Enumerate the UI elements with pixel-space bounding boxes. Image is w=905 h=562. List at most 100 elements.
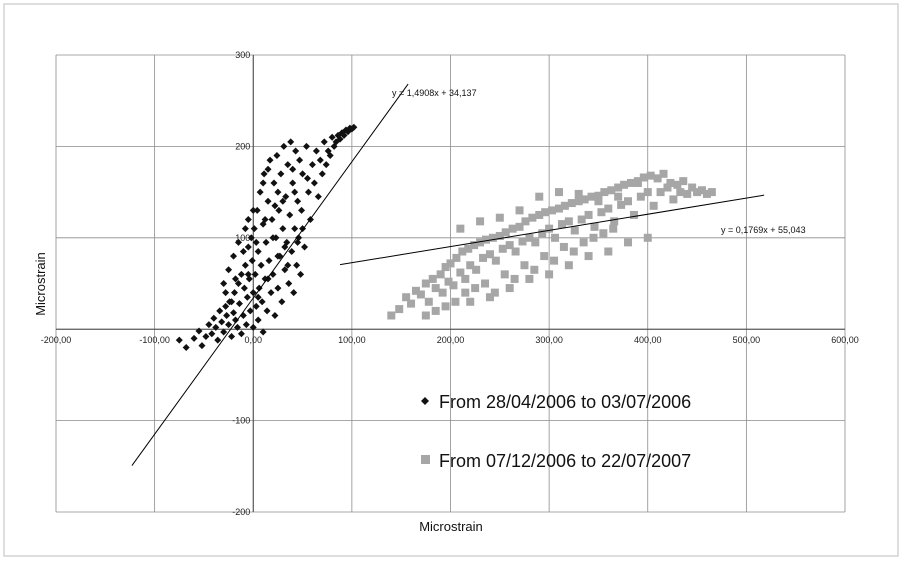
data-point-square — [481, 279, 490, 288]
legend-label-series-2: From 07/12/2006 to 22/07/2007 — [439, 451, 691, 471]
data-point-diamond — [282, 193, 290, 201]
data-point-diamond — [275, 206, 283, 214]
data-point-square — [449, 281, 458, 290]
data-point-square — [428, 274, 437, 283]
data-point-diamond — [279, 197, 287, 205]
data-point-square — [567, 199, 576, 208]
data-point-square — [472, 265, 481, 274]
data-point-square — [466, 297, 475, 306]
data-point-diamond — [336, 135, 344, 143]
data-point-square — [643, 188, 652, 197]
data-point-diamond — [231, 289, 239, 297]
data-point-diamond — [303, 142, 311, 150]
data-point-diamond — [277, 170, 285, 178]
data-point-square — [411, 286, 420, 295]
data-point-square — [490, 288, 499, 297]
data-point-square — [600, 188, 609, 197]
data-point-diamond — [304, 188, 312, 196]
data-point-diamond — [310, 179, 318, 187]
data-point-diamond — [247, 234, 255, 242]
data-point-diamond — [251, 270, 259, 278]
data-point-square — [589, 233, 598, 242]
data-point-square — [599, 229, 608, 238]
legend-marker-diamond — [421, 397, 429, 405]
data-point-square — [476, 217, 485, 226]
data-point-diamond — [270, 179, 278, 187]
data-point-diamond — [267, 289, 275, 297]
data-point-square — [697, 186, 706, 195]
x-tick-label: 400,00 — [634, 335, 662, 345]
data-point-square — [461, 288, 470, 297]
data-point-square — [446, 259, 455, 268]
data-point-square — [470, 241, 479, 250]
data-point-diamond — [293, 261, 301, 269]
data-point-diamond — [246, 307, 254, 315]
data-point-square — [564, 217, 573, 226]
data-point-square — [688, 183, 697, 192]
data-point-diamond — [284, 161, 292, 169]
data-point-diamond — [248, 257, 256, 265]
data-point-square — [441, 302, 450, 311]
data-point-square — [444, 277, 453, 286]
data-point-diamond — [257, 261, 265, 269]
data-point-diamond — [268, 216, 276, 224]
legend-item-series-2: From 07/12/2006 to 22/07/2007 — [421, 451, 691, 471]
data-point-square — [482, 235, 491, 244]
data-point-diamond — [249, 206, 257, 214]
x-tick-label: 500,00 — [733, 335, 761, 345]
data-point-square — [505, 241, 514, 250]
data-point-diamond — [223, 311, 231, 319]
data-point-square — [541, 208, 550, 217]
data-point-square — [500, 270, 509, 279]
data-point-diamond — [220, 328, 228, 336]
data-point-diamond — [292, 147, 300, 155]
data-point-diamond — [287, 138, 295, 146]
data-point-square — [407, 299, 416, 308]
data-point-diamond — [245, 275, 253, 283]
data-point-diamond — [280, 142, 288, 150]
data-point-diamond — [244, 270, 252, 278]
data-point-diamond — [244, 216, 252, 224]
y-axis-title: Microstrain — [33, 252, 48, 316]
data-point-square — [643, 233, 652, 242]
data-point-square — [508, 224, 517, 233]
data-point-square — [485, 250, 494, 259]
x-tick-label: 600,00 — [831, 335, 859, 345]
data-point-square — [521, 217, 530, 226]
data-point-square — [436, 270, 445, 279]
data-point-diamond — [222, 302, 230, 310]
data-point-diamond — [259, 179, 267, 187]
data-point-diamond — [296, 156, 304, 164]
data-point-square — [594, 197, 603, 206]
data-point-square — [421, 311, 430, 320]
data-point-diamond — [231, 316, 239, 324]
data-point-diamond — [222, 289, 230, 297]
data-point-diamond — [294, 197, 302, 205]
data-point-diamond — [308, 161, 316, 169]
data-point-square — [498, 244, 507, 253]
data-point-square — [564, 261, 573, 270]
legend: From 28/04/2006 to 03/07/2006 From 07/12… — [421, 392, 691, 471]
data-point-diamond — [230, 252, 238, 260]
data-point-square — [679, 177, 688, 186]
data-point-diamond — [322, 161, 330, 169]
data-point-diamond — [195, 327, 203, 335]
data-point-square — [424, 297, 433, 306]
data-point-diamond — [256, 188, 264, 196]
data-point-square — [584, 210, 593, 219]
data-point-diamond — [240, 284, 248, 292]
data-point-diamond — [252, 302, 260, 310]
data-point-square — [693, 188, 702, 197]
x-tick-label: 300,00 — [535, 335, 563, 345]
data-point-diamond — [274, 188, 282, 196]
data-point-square — [441, 263, 450, 272]
data-point-square — [505, 284, 514, 293]
data-point-square — [707, 188, 716, 197]
data-point-diamond — [273, 152, 281, 160]
data-point-square — [560, 201, 569, 210]
data-point-diamond — [210, 314, 218, 322]
data-point-square — [528, 213, 537, 222]
data-point-diamond — [220, 280, 228, 287]
data-point-square — [580, 195, 589, 204]
data-point-square — [633, 178, 642, 187]
